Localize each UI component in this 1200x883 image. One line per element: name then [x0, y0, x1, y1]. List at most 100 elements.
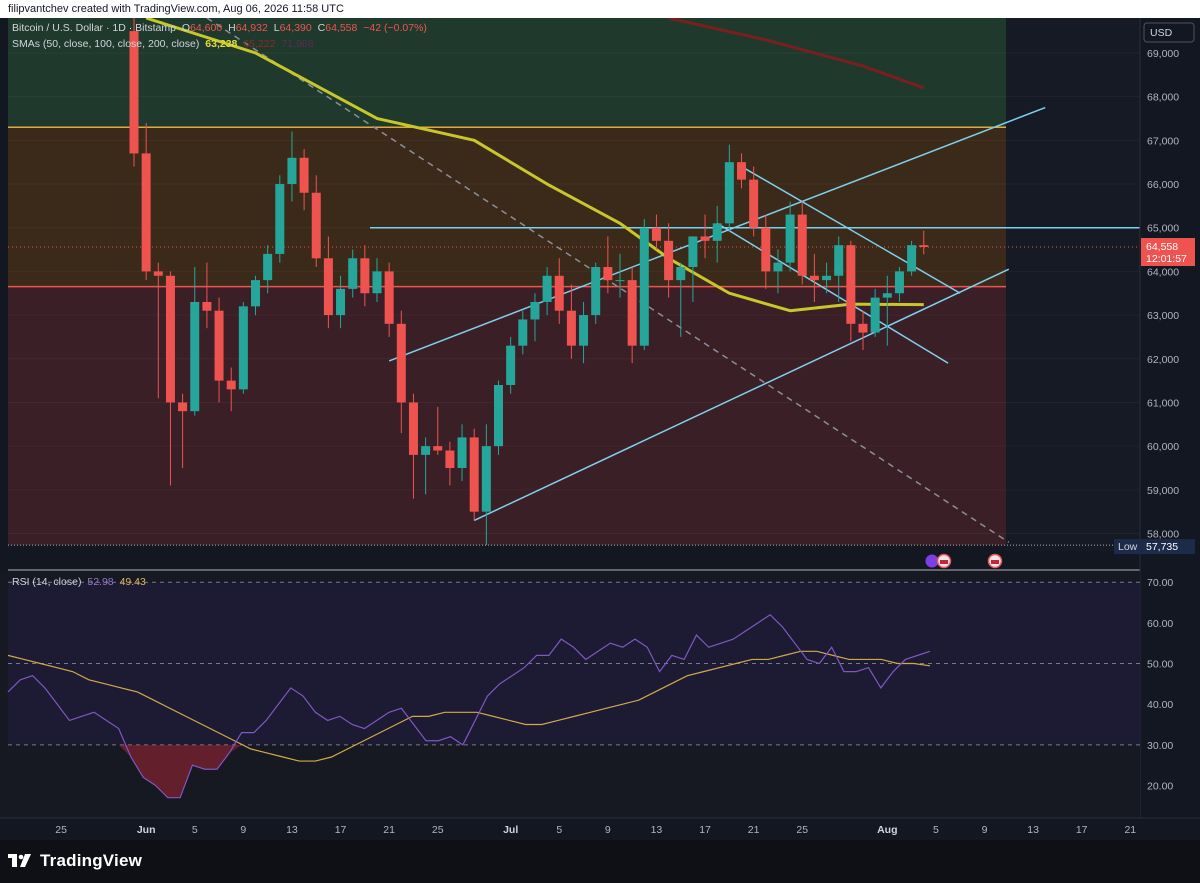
- candle-body: [348, 258, 358, 289]
- candle-body: [518, 319, 528, 346]
- close-value: 64,558: [325, 22, 358, 34]
- time-tick-label: 5: [192, 824, 198, 836]
- rsi-tick-label: 40.00: [1147, 699, 1173, 711]
- candle-body: [870, 297, 880, 333]
- rsi-pane[interactable]: 20.00 30.00 40.00 50.00 60.00 70.00: [0, 571, 1173, 819]
- sma50-line: [145, 18, 924, 313]
- trendline-dashed: [206, 18, 1010, 543]
- symbol-legend: Bitcoin / U.S. Dollar · 1D · Bitstamp O6…: [12, 22, 430, 34]
- chart-credit: filipvantchev created with TradingView.c…: [8, 3, 344, 15]
- candle-body: [372, 271, 382, 294]
- rsi-ma-value: 49.43: [119, 576, 146, 588]
- last-price-tag: [1141, 238, 1195, 267]
- rsi-value: 52.98: [87, 576, 114, 588]
- low-value-box: [1141, 539, 1195, 555]
- sma200-line: [668, 18, 925, 90]
- time-tick-label: 5: [933, 824, 939, 836]
- currency-label: USD: [1150, 27, 1173, 39]
- candle-body: [226, 380, 236, 390]
- candle-body: [275, 184, 285, 254]
- candle-body: [554, 275, 564, 311]
- time-tick-label: 25: [432, 824, 444, 836]
- low-label-box: [1114, 539, 1144, 555]
- time-tick-label: 9: [240, 824, 246, 836]
- zone-green: [8, 18, 1006, 128]
- candle-body: [530, 301, 540, 320]
- time-tick-label: 17: [1076, 824, 1088, 836]
- price-axis[interactable]: 58,000 59,000 60,000 61,000 62,000 63,000 64,0…: [925, 18, 1200, 840]
- price-chart[interactable]: 58,000 59,000 60,000 61,000 62,000 63,000 64,0…: [0, 18, 1200, 840]
- candle-body: [360, 258, 370, 294]
- candle-body: [712, 223, 722, 241]
- candle-countdown: 12:01:57: [1146, 253, 1187, 265]
- symbol-name: Bitcoin / U.S. Dollar · 1D · Bitstamp: [12, 22, 176, 34]
- tradingview-logo-icon: [8, 854, 31, 867]
- moving-averages: [145, 18, 925, 313]
- rsi-legend: RSI (14, close) 52.98 49.43: [12, 576, 149, 588]
- rsi-tick-label: 60.00: [1147, 618, 1173, 630]
- candle-body: [408, 402, 418, 455]
- future-area: [1006, 18, 1140, 551]
- time-tick-label: 9: [605, 824, 611, 836]
- candle-body: [773, 262, 783, 272]
- candle-body: [433, 446, 443, 451]
- tradingview-logo[interactable]: TradingView: [8, 851, 142, 871]
- candle-body: [214, 310, 224, 381]
- rsi-tick-label: 30.00: [1147, 740, 1173, 752]
- time-tick-label: 21: [748, 824, 760, 836]
- candle-body: [311, 192, 321, 259]
- candle-body: [469, 437, 479, 512]
- price-tick-label: 67,000: [1147, 135, 1179, 147]
- rsi-band: [8, 582, 1140, 745]
- candle-body: [263, 253, 273, 281]
- candle-body: [396, 323, 406, 403]
- candle-body: [542, 275, 552, 302]
- candle-body: [579, 315, 589, 346]
- high-label: H: [228, 22, 236, 34]
- brand-name: TradingView: [40, 851, 143, 870]
- time-tick-label: 21: [383, 824, 395, 836]
- candle-body: [688, 236, 698, 268]
- candle-body: [858, 323, 868, 333]
- price-tick-label: 59,000: [1147, 485, 1179, 497]
- low-label: Low: [1118, 541, 1138, 553]
- horizontal-levels: [8, 126, 1200, 571]
- candle-body: [238, 306, 248, 390]
- price-tick-label: 58,000: [1147, 529, 1179, 541]
- sma-label: SMAs (50, close, 100, close, 200, close): [12, 38, 200, 50]
- price-zones: [0, 18, 1200, 840]
- rsi-tick-label: 70.00: [1147, 577, 1173, 589]
- time-tick-label: 17: [335, 824, 347, 836]
- currency-box: [1143, 22, 1195, 43]
- price-tick-label: 61,000: [1147, 397, 1179, 409]
- candle-body: [190, 301, 200, 412]
- candle-body: [834, 245, 844, 276]
- time-tick-label: 5: [556, 824, 562, 836]
- candle-body: [822, 275, 832, 281]
- candle-body: [627, 280, 637, 346]
- candle-body: [129, 31, 139, 154]
- time-tick-label: 25: [796, 824, 808, 836]
- candle-body: [178, 402, 188, 412]
- time-tick-label: 13: [1027, 824, 1039, 836]
- time-tick-label: 13: [651, 824, 663, 836]
- time-tick-label: Jun: [137, 824, 156, 836]
- economic-event-icon-stripe: [940, 560, 948, 564]
- candlesticks[interactable]: [129, 18, 929, 546]
- candle-body: [651, 227, 661, 241]
- price-tick-label: 65,000: [1147, 223, 1179, 235]
- time-axis[interactable]: 25 Jun 5 9 13 17 21 25 Jul 5 9 13 17 21 25 Aug 5 9 13 17 21: [0, 817, 1200, 840]
- low-value: 64,390: [279, 22, 312, 34]
- open-value: 64,600: [190, 22, 223, 34]
- candle-body: [421, 446, 431, 455]
- price-axis-bg: [1140, 18, 1200, 840]
- sma100-value: 65,222: [243, 38, 276, 50]
- time-axis-bg: [0, 818, 1200, 840]
- candle-body: [907, 245, 917, 272]
- zone-red: [8, 286, 1006, 546]
- price-tick-label: 69,000: [1147, 48, 1179, 60]
- candle-body: [141, 153, 151, 272]
- candle-body: [700, 236, 710, 241]
- time-tick-label: 9: [982, 824, 988, 836]
- price-tick-label: 63,000: [1147, 310, 1179, 322]
